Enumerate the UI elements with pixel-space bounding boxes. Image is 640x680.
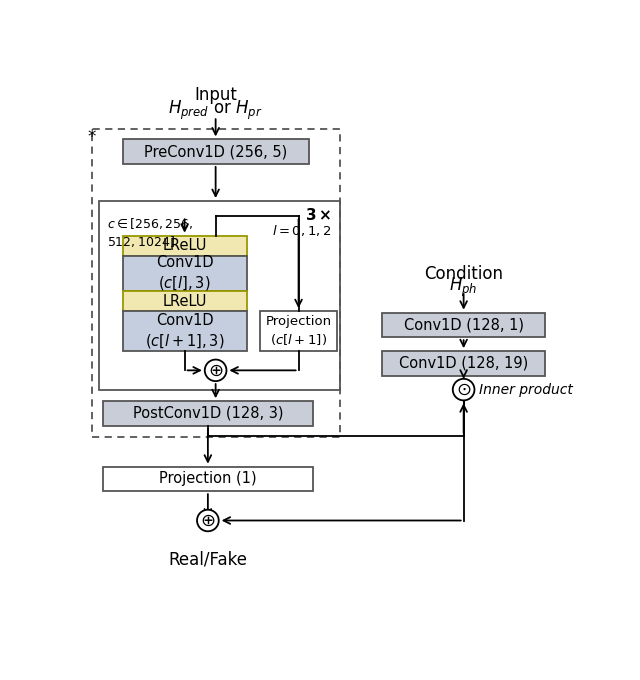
Text: $\oplus$: $\oplus$ [200,511,216,530]
Bar [123,291,246,311]
Text: Conv1D (128, 19): Conv1D (128, 19) [399,356,528,371]
Text: PostConv1D (128, 3): PostConv1D (128, 3) [132,406,283,421]
Bar [99,201,340,390]
Bar [92,129,340,437]
Text: Projection
$(c[l+1])$: Projection $(c[l+1])$ [266,316,332,347]
Text: Input: Input [194,86,237,105]
Bar [382,351,545,376]
Bar [123,235,246,256]
Text: $\odot$: $\odot$ [456,381,471,398]
Bar [260,311,337,351]
Text: $\mathbf{3\times}$: $\mathbf{3\times}$ [305,207,332,223]
Text: $\boldsymbol{H_{ph}}$: $\boldsymbol{H_{ph}}$ [449,275,478,299]
Text: Projection (1): Projection (1) [159,471,257,486]
Ellipse shape [452,379,474,401]
Text: $c \in [256,256,$
$512,1024]$: $c \in [256,256,$ $512,1024]$ [107,216,193,249]
Bar [123,256,246,291]
Text: Real/Fake: Real/Fake [168,550,248,568]
Bar [123,139,308,164]
Text: $l = 0, 1, 2$: $l = 0, 1, 2$ [273,222,332,237]
Text: Inner product: Inner product [479,383,573,396]
Ellipse shape [197,510,219,531]
Text: PreConv1D (256, 5): PreConv1D (256, 5) [144,144,287,159]
Bar [382,313,545,337]
Text: Condition: Condition [424,265,503,283]
Text: Conv1D (128, 1): Conv1D (128, 1) [404,318,524,333]
Text: LReLU: LReLU [163,294,207,309]
Text: $\boldsymbol{H_{pred}}$ or $\boldsymbol{H_{pr}}$: $\boldsymbol{H_{pred}}$ or $\boldsymbol{… [168,99,263,122]
Text: LReLU: LReLU [163,238,207,253]
Text: Conv1D
$(c[l+1], 3)$: Conv1D $(c[l+1], 3)$ [145,313,225,350]
Ellipse shape [205,360,227,381]
Bar [103,466,312,491]
Bar [123,311,246,351]
Text: *: * [88,128,96,146]
Bar [103,401,312,426]
Text: Conv1D
$(c[l], 3)$: Conv1D $(c[l], 3)$ [156,255,213,292]
Text: $\oplus$: $\oplus$ [208,361,223,379]
